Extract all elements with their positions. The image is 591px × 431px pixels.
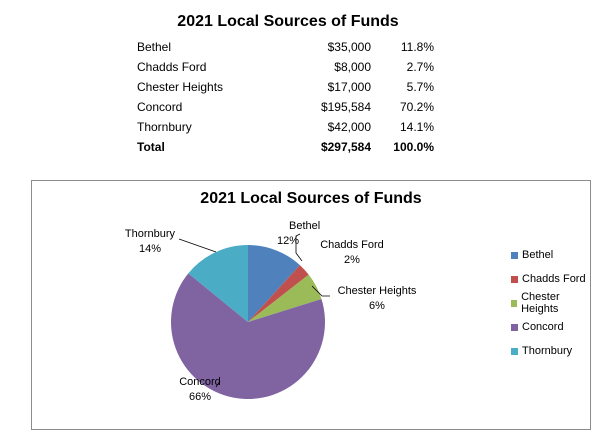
pie-slice-chadds-ford <box>248 265 309 322</box>
data-label-bethel: Bethel 12% <box>277 220 320 247</box>
data-label-concord: Concord 66% <box>179 376 221 403</box>
chart-title: 2021 Local Sources of Funds <box>200 190 422 207</box>
legend-item-thornbury: Thornbury <box>511 339 590 363</box>
row-amount: $195,584 <box>320 100 371 114</box>
total-name: Total <box>137 140 165 154</box>
legend-label: Thornbury <box>522 345 573 357</box>
legend-label: Chester Heights <box>521 291 560 315</box>
leader-line-thornbury <box>178 238 217 253</box>
pie-slice-bethel <box>248 245 300 322</box>
row-amount: $17,000 <box>327 80 371 94</box>
data-label-chester-heights: Chester Heights 6% <box>338 285 417 312</box>
table-title: 2021 Local Sources of Funds <box>177 13 399 30</box>
row-amount: $8,000 <box>334 60 371 74</box>
data-labels: Bethel 12% Chadds Ford 2% Chester Heights 6% C… <box>125 220 417 403</box>
pie-slices <box>171 245 325 399</box>
legend: Bethel Chadds Ford Chester Heights Concord T… <box>511 243 590 363</box>
legend-label: Concord <box>522 321 564 333</box>
row-name: Chadds Ford <box>137 60 207 74</box>
row-percent: 14.1% <box>399 120 434 134</box>
legend-item-bethel: Bethel <box>511 243 590 267</box>
table-row: Bethel $35,000 11.8% <box>133 37 434 57</box>
legend-item-concord: Concord <box>511 315 590 339</box>
legend-swatch <box>511 299 518 307</box>
table-row: Chester Heights $17,000 5.7% <box>133 77 434 97</box>
table-row: Thornbury $42,000 14.1% <box>133 117 434 137</box>
legend-label: Bethel <box>522 249 554 261</box>
row-percent: 70.2% <box>399 100 434 114</box>
legend-swatch <box>511 275 518 283</box>
leader-line-concord <box>215 380 221 388</box>
sources-table-body: Bethel $35,000 11.8% Chadds Ford $8,000 … <box>133 37 434 157</box>
table-row: Chadds Ford $8,000 2.7% <box>133 57 434 77</box>
legend-item-chester-heights: Chester Heights <box>511 291 590 315</box>
legend-item-chadds-ford: Chadds Ford <box>511 267 590 291</box>
row-percent: 2.7% <box>406 60 434 74</box>
row-name: Thornbury <box>137 120 192 134</box>
row-amount: $42,000 <box>327 120 371 134</box>
total-percent: 100.0% <box>393 140 434 154</box>
pie-slice-thornbury <box>188 245 248 322</box>
row-name: Concord <box>137 100 183 114</box>
data-label-chadds-ford: Chadds Ford 2% <box>320 239 384 266</box>
pie-slice-chester-heights <box>248 274 322 322</box>
row-name: Chester Heights <box>137 80 224 94</box>
total-amount: $297,584 <box>320 140 371 154</box>
legend-swatch <box>511 347 518 355</box>
pie-slice-concord <box>171 273 325 399</box>
data-label-thornbury: Thornbury 14% <box>125 228 176 255</box>
row-percent: 5.7% <box>406 80 434 94</box>
row-name: Bethel <box>137 40 172 54</box>
legend-label: Chadds Ford <box>522 273 586 285</box>
chart-area: 2021 Local Sources of Funds Bethel 12% Cha… <box>31 180 591 430</box>
leader-lines <box>178 233 330 388</box>
total-row: Total $297,584 100.0% <box>133 137 434 157</box>
leader-line-bethel <box>295 233 303 262</box>
leader-line-chester-heights <box>311 285 330 297</box>
legend-swatch <box>511 323 518 331</box>
pie-chart: Bethel 12% Chadds Ford 2% Chester Heights 6% C… <box>125 220 417 403</box>
legend-swatch <box>511 251 518 259</box>
row-percent: 11.8% <box>400 40 434 54</box>
row-amount: $35,000 <box>327 40 371 54</box>
sources-table: Bethel $35,000 11.8% Chadds Ford $8,000 … <box>133 37 434 157</box>
table-row: Concord $195,584 70.2% <box>133 97 434 117</box>
